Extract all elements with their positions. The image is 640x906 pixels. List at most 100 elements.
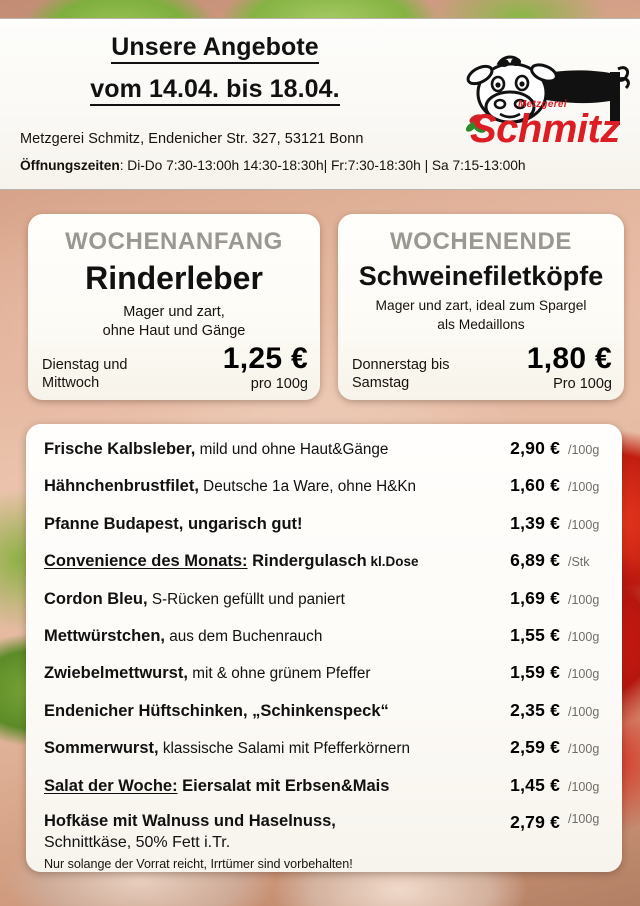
promo-card-week-start[interactable]: WOCHENANFANG Rinderleber Mager und zart,…: [28, 214, 320, 400]
promo-price-row: Dienstag und Mittwoch 1,25 € pro 100g: [42, 342, 308, 393]
offer-text: Frische Kalbsleber, mild und ohne Haut&G…: [44, 440, 494, 459]
offer-list-card: Frische Kalbsleber, mild und ohne Haut&G…: [26, 424, 622, 872]
promo-days-line1: Dienstag und: [42, 356, 128, 373]
offer-unit: /100g: [568, 517, 600, 532]
promo-days-line2: Mittwoch: [42, 374, 100, 391]
offer-unit: /100g: [568, 443, 600, 457]
logo-brand: Schmitz: [470, 107, 620, 151]
offer-unit: /100g: [568, 592, 600, 607]
offer-text: Hähnchenbrustfilet, Deutsche 1a Ware, oh…: [44, 477, 494, 496]
offer-description: aus dem Buchenrauch: [165, 627, 323, 645]
promo-desc-line2: ohne Haut und Gänge: [102, 322, 246, 339]
offer-unit: /100g: [568, 779, 600, 794]
offer-unit: /Stk: [568, 555, 590, 570]
promo-unit: Pro 100g: [553, 376, 612, 392]
offer-text: Hofkäse mit Walnuss und Haselnuss, Schni…: [44, 812, 494, 852]
offer-label: Salat der Woche:: [44, 776, 178, 795]
offer-name: Hofkäse mit Walnuss und Haselnuss,: [44, 811, 336, 830]
offer-price: 1,39 €: [510, 512, 560, 533]
offer-subline: Schnittkäse, 50% Fett i.Tr.: [44, 833, 231, 851]
offer-unit: /100g: [568, 742, 600, 757]
offer-note: kl.Dose: [366, 554, 419, 570]
offer-name: Cordon Bleu,: [44, 589, 148, 608]
offer-unit: /100g: [568, 667, 600, 682]
list-item[interactable]: Endenicher Hüftschinken, „Schinkenspeck“…: [44, 700, 606, 737]
opening-hours-label: Öffnungszeiten: [20, 158, 120, 173]
offer-price: 6,89 €: [510, 550, 560, 571]
promo-days-line1: Donnerstag bis: [352, 356, 450, 373]
list-item[interactable]: Hähnchenbrustfilet, Deutsche 1a Ware, oh…: [44, 475, 606, 512]
offer-name: Endenicher Hüftschinken, „Schinkenspeck“: [44, 701, 389, 720]
opening-hours: Öffnungszeiten: Di-Do 7:30-13:00h 14:30-…: [20, 158, 526, 173]
offer-unit: /100g: [568, 811, 600, 826]
promo-pricebox: 1,80 € Pro 100g: [526, 342, 612, 393]
offer-description: S-Rücken gefüllt und paniert: [147, 590, 345, 608]
promo-card-weekend[interactable]: WOCHENENDE Schweinefiletköpfe Mager und …: [338, 214, 624, 400]
list-item[interactable]: Frische Kalbsleber, mild und ohne Haut&G…: [44, 438, 606, 475]
list-item[interactable]: Cordon Bleu, S-Rücken gefüllt und panier…: [44, 588, 606, 625]
offer-text: Mettwürstchen, aus dem Buchenrauch: [44, 627, 494, 646]
page-title: Unsere Angebote vom 14.04. bis 18.04.: [0, 33, 430, 106]
offer-price: 2,35 €: [510, 699, 560, 720]
offer-unit: /100g: [568, 480, 600, 495]
promo-price-row: Donnerstag bis Samstag 1,80 € Pro 100g: [352, 342, 612, 393]
offer-price: 1,69 €: [510, 587, 560, 608]
list-item[interactable]: Salat der Woche: Eiersalat mit Erbsen&Ma…: [44, 775, 606, 812]
opening-hours-value: : Di-Do 7:30-13:00h 14:30-18:30h| Fr:7:3…: [119, 158, 526, 173]
promo-days: Dienstag und Mittwoch: [42, 356, 127, 392]
promo-price: 1,25 €: [222, 342, 308, 375]
promo-unit: pro 100g: [250, 376, 308, 392]
promo-price: 1,80 €: [526, 342, 612, 375]
offer-name: Pfanne Budapest, ungarisch gut!: [44, 514, 303, 533]
offer-name: Rindergulasch: [247, 552, 367, 571]
offer-name: Hähnchenbrustfilet,: [44, 477, 199, 496]
promo-desc-line1: Mager und zart, ideal zum Spargel: [375, 298, 587, 314]
header-band: Unsere Angebote vom 14.04. bis 18.04. Me…: [0, 18, 640, 190]
cow-logo: Metzgerei Schmitz: [460, 39, 632, 159]
promo-desc-line1: Mager und zart,: [123, 303, 225, 320]
offer-price: 1,59 €: [510, 662, 560, 683]
promo-days-line2: Samstag: [352, 374, 410, 391]
offer-text: Endenicher Hüftschinken, „Schinkenspeck“: [44, 702, 494, 721]
offer-name: Zwiebelmettwurst,: [44, 664, 188, 683]
promo-kicker: WOCHENANFANG: [65, 228, 283, 255]
headline-line1: Unsere Angebote: [111, 33, 319, 64]
offer-name: Eiersalat mit Erbsen&Mais: [177, 776, 390, 795]
offer-name: Mettwürstchen,: [44, 626, 166, 645]
offer-text: Salat der Woche: Eiersalat mit Erbsen&Ma…: [44, 777, 494, 796]
headline-line2: vom 14.04. bis 18.04.: [90, 75, 340, 106]
disclaimer: Nur solange der Vorrat reicht, Irrtümer …: [44, 857, 353, 872]
promo-pricebox: 1,25 € pro 100g: [222, 342, 308, 393]
offer-price: 2,79 €: [510, 811, 560, 832]
offer-description: klassische Salami mit Pfefferkörnern: [158, 740, 410, 758]
offer-name: Sommerwurst,: [44, 739, 159, 758]
offer-unit: /100g: [568, 629, 600, 644]
offer-description: mild und ohne Haut&Gänge: [195, 441, 389, 458]
promo-desc-line2: als Medaillons: [437, 316, 525, 332]
promo-description: Mager und zart, ideal zum Spargel als Me…: [338, 297, 624, 334]
offer-text: Pfanne Budapest, ungarisch gut!: [44, 515, 494, 534]
promo-product-name: Rinderleber: [85, 260, 263, 296]
list-item[interactable]: Hofkäse mit Walnuss und Haselnuss, Schni…: [44, 812, 606, 852]
offer-price: 1,55 €: [510, 624, 560, 645]
list-item[interactable]: Zwiebelmettwurst, mit & ohne grünem Pfef…: [44, 662, 606, 699]
promo-days: Donnerstag bis Samstag: [352, 356, 450, 392]
offer-unit: /100g: [568, 704, 600, 719]
list-item[interactable]: Pfanne Budapest, ungarisch gut! 1,39 € /10…: [44, 513, 606, 550]
offer-label: Convenience des Monats:: [44, 552, 248, 571]
list-item[interactable]: Sommerwurst, klassische Salami mit Pfeff…: [44, 737, 606, 774]
offer-price: 1,60 €: [510, 475, 560, 496]
offer-rows: Frische Kalbsleber, mild und ohne Haut&G…: [44, 438, 606, 812]
promo-product-name: Schweinefiletköpfe: [358, 261, 604, 291]
offer-text: Convenience des Monats: Rindergulasch kl…: [44, 552, 494, 571]
list-item[interactable]: Convenience des Monats: Rindergulasch kl…: [44, 550, 606, 587]
offer-description: Deutsche 1a Ware, ohne H&Kn: [198, 478, 417, 496]
offer-text: Cordon Bleu, S-Rücken gefüllt und panier…: [44, 590, 494, 609]
offer-text: Sommerwurst, klassische Salami mit Pfeff…: [44, 739, 494, 758]
offer-text: Zwiebelmettwurst, mit & ohne grünem Pfef…: [44, 664, 494, 683]
promo-description: Mager und zart, ohne Haut und Gänge: [28, 303, 320, 342]
offer-price: 2,90 €: [510, 438, 560, 458]
list-item[interactable]: Mettwürstchen, aus dem Buchenrauch 1,55 €…: [44, 625, 606, 662]
shop-address: Metzgerei Schmitz, Endenicher Str. 327, …: [20, 131, 364, 147]
